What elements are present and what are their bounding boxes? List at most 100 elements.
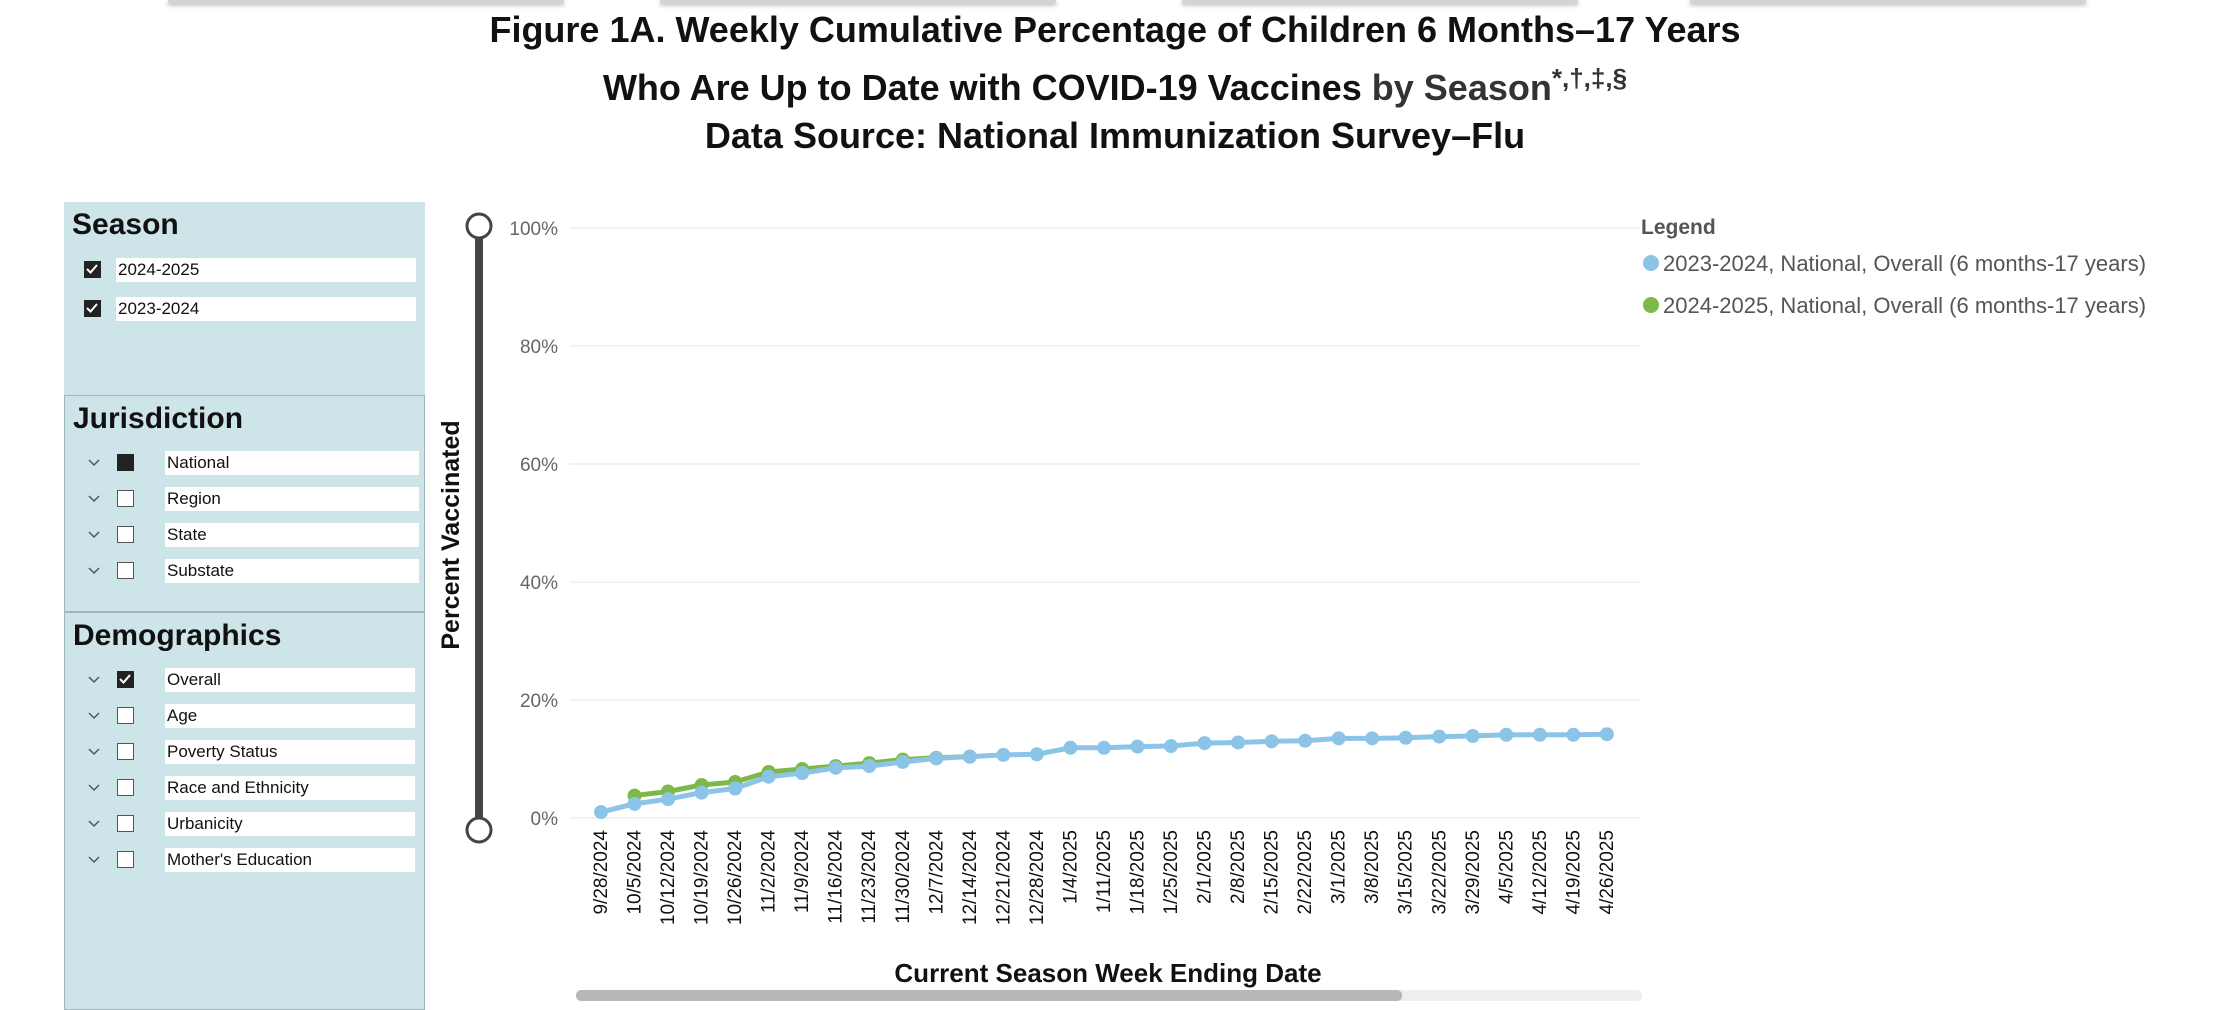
jurisdiction-item-national[interactable]: National [85, 451, 419, 475]
data-point[interactable] [728, 781, 743, 796]
checkbox-empty-icon[interactable] [117, 707, 134, 724]
data-point[interactable] [1264, 734, 1279, 749]
data-point[interactable] [828, 760, 843, 775]
demographics-item-mothers-education[interactable]: Mother's Education [85, 848, 415, 872]
data-point[interactable] [1331, 731, 1346, 746]
chevron-down-icon[interactable] [85, 525, 103, 543]
checkbox-empty-icon[interactable] [117, 779, 134, 796]
data-point[interactable] [1063, 740, 1078, 755]
top-tab-3[interactable] [1182, 0, 1578, 3]
jurisdiction-item-label: State [165, 523, 419, 547]
checkbox-empty-icon[interactable] [117, 490, 134, 507]
top-tab-4[interactable] [1690, 0, 2086, 3]
data-point[interactable] [1599, 727, 1614, 742]
data-point[interactable] [1499, 727, 1514, 742]
demographics-item-race-ethnicity[interactable]: Race and Ethnicity [85, 776, 415, 800]
x-tick-label: 1/25/2025 [1161, 830, 1182, 915]
checkbox-partial-icon[interactable] [117, 454, 134, 471]
data-point[interactable] [1298, 733, 1313, 748]
chevron-down-icon[interactable] [85, 670, 103, 688]
data-point[interactable] [1197, 736, 1212, 751]
data-point[interactable] [694, 785, 709, 800]
data-point[interactable] [929, 751, 944, 766]
chevron-down-icon[interactable] [85, 742, 103, 760]
x-tick-label: 3/29/2025 [1463, 830, 1484, 915]
legend-marker [1643, 255, 1659, 271]
checkbox-checked-icon[interactable] [84, 261, 101, 278]
x-tick-label: 12/28/2024 [1027, 830, 1048, 926]
data-point[interactable] [1566, 727, 1581, 742]
demographics-item-overall[interactable]: Overall [85, 668, 415, 692]
y-tick-label: 0% [531, 809, 559, 830]
demographics-item-urbanicity[interactable]: Urbanicity [85, 812, 415, 836]
jurisdiction-item-label: Region [165, 487, 419, 511]
season-item-label: 2024-2025 [116, 258, 416, 282]
data-point[interactable] [627, 796, 642, 811]
x-tick-label: 4/12/2025 [1530, 830, 1551, 915]
data-point[interactable] [1029, 747, 1044, 762]
season-filter-panel: Season 2024-2025 2023-2024 [64, 202, 425, 395]
data-point[interactable] [1465, 728, 1480, 743]
data-point[interactable] [1398, 730, 1413, 745]
season-item-2024-2025[interactable]: 2024-2025 [84, 258, 416, 282]
demographics-item-label: Overall [165, 668, 415, 692]
data-point[interactable] [1130, 739, 1145, 754]
checkbox-empty-icon[interactable] [117, 562, 134, 579]
demographics-item-poverty-status[interactable]: Poverty Status [85, 740, 415, 764]
data-point[interactable] [1532, 727, 1547, 742]
data-point[interactable] [661, 792, 676, 807]
y-range-slider-top-handle[interactable] [465, 212, 493, 240]
x-tick-label: 3/1/2025 [1329, 830, 1350, 904]
top-tab-1[interactable] [168, 0, 564, 3]
x-tick-label: 2/22/2025 [1295, 830, 1316, 915]
demographics-item-age[interactable]: Age [85, 704, 415, 728]
title-line-1: Figure 1A. Weekly Cumulative Percentage … [489, 9, 1741, 50]
season-item-2023-2024[interactable]: 2023-2024 [84, 297, 416, 321]
data-point[interactable] [1096, 740, 1111, 755]
title-suffix-text: by Season [1371, 67, 1552, 108]
data-point[interactable] [962, 749, 977, 764]
chevron-down-icon[interactable] [85, 706, 103, 724]
data-point[interactable] [996, 747, 1011, 762]
x-tick-label: 3/22/2025 [1429, 830, 1450, 915]
checkbox-checked-icon[interactable] [117, 671, 134, 688]
jurisdiction-item-region[interactable]: Region [85, 487, 419, 511]
footnote-marks: *,†,‡,§ [1551, 63, 1628, 93]
x-tick-label: 1/18/2025 [1127, 830, 1148, 915]
checkbox-empty-icon[interactable] [117, 526, 134, 543]
checkbox-empty-icon[interactable] [117, 851, 134, 868]
top-tab-2[interactable] [660, 0, 1056, 3]
data-point[interactable] [795, 766, 810, 781]
chevron-down-icon[interactable] [85, 814, 103, 832]
x-tick-label: 10/19/2024 [692, 830, 713, 926]
chevron-down-icon[interactable] [85, 489, 103, 507]
horizontal-scrollbar-thumb[interactable] [576, 990, 1403, 1001]
jurisdiction-item-state[interactable]: State [85, 523, 419, 547]
chevron-down-icon[interactable] [85, 453, 103, 471]
data-point[interactable] [594, 805, 608, 820]
chevron-down-icon[interactable] [85, 561, 103, 579]
jurisdiction-filter-panel: Jurisdiction National Region State Subst… [64, 395, 425, 612]
chevron-down-icon[interactable] [85, 850, 103, 868]
y-tick-label: 20% [520, 691, 558, 712]
y-range-slider-bottom-handle[interactable] [465, 816, 493, 844]
data-point[interactable] [895, 754, 910, 769]
x-tick-label: 10/12/2024 [658, 830, 679, 926]
checkbox-empty-icon[interactable] [117, 743, 134, 760]
demographics-item-label: Urbanicity [165, 812, 415, 836]
data-point[interactable] [1164, 739, 1179, 754]
data-point[interactable] [1231, 735, 1246, 750]
demographics-item-label: Age [165, 704, 415, 728]
checkbox-empty-icon[interactable] [117, 815, 134, 832]
jurisdiction-item-substate[interactable]: Substate [85, 559, 419, 583]
data-point[interactable] [761, 769, 776, 784]
y-axis-label: Percent Vaccinated [437, 420, 465, 649]
chevron-down-icon[interactable] [85, 778, 103, 796]
x-tick-label: 1/4/2025 [1060, 830, 1081, 904]
data-point[interactable] [862, 759, 877, 774]
x-tick-label: 12/21/2024 [993, 830, 1014, 926]
data-point[interactable] [1365, 731, 1380, 746]
checkbox-checked-icon[interactable] [84, 300, 101, 317]
data-point[interactable] [1432, 729, 1447, 744]
